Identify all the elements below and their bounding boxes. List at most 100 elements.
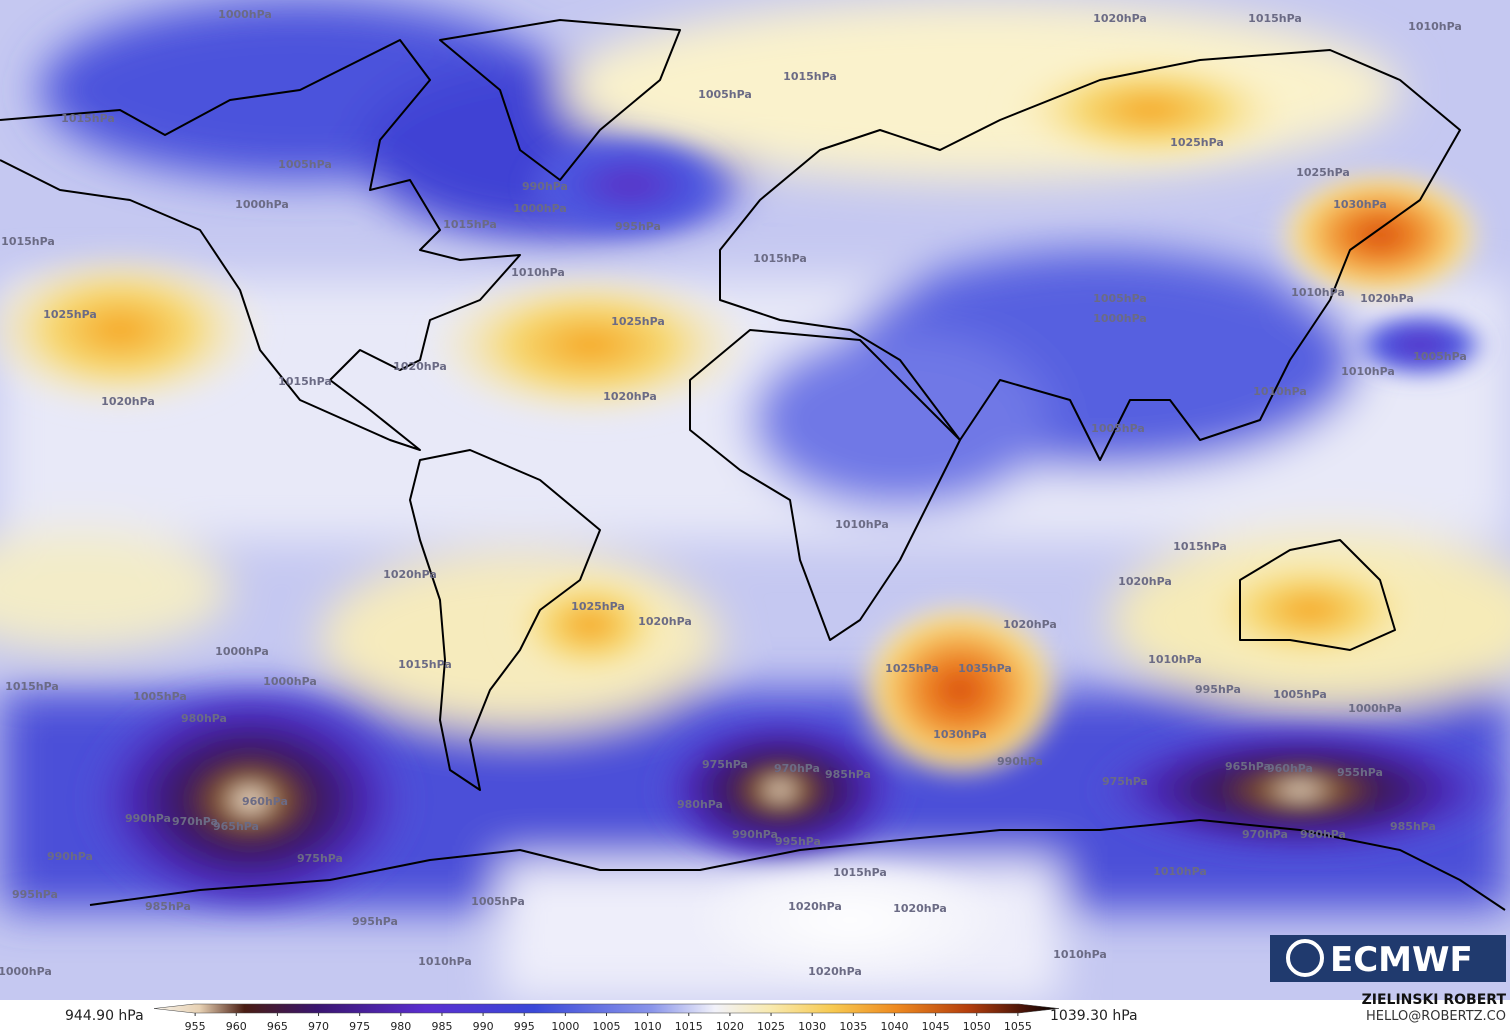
contour-label: 1020hPa bbox=[1003, 618, 1057, 631]
contour-label: 1010hPa bbox=[1408, 20, 1462, 33]
australia bbox=[1239, 539, 1396, 651]
contour-label: 1025hPa bbox=[43, 308, 97, 321]
contour-label: 1025hPa bbox=[885, 662, 939, 675]
logo-icon bbox=[1286, 939, 1324, 977]
colorbar-tick-label: 1055 bbox=[1004, 1020, 1032, 1033]
colorbar-tick-label: 1045 bbox=[922, 1020, 950, 1033]
contour-label: 1010hPa bbox=[1341, 365, 1395, 378]
colorbar: 944.90 hPa 1039.30 hPa 955 960 965 970 975 98… bbox=[65, 1003, 1138, 1033]
contour-label: 1010hPa bbox=[1253, 385, 1307, 398]
colorbar-tick-label: 1000 bbox=[551, 1020, 579, 1033]
logo-text: ECMWF bbox=[1330, 940, 1473, 980]
contour-label: 975hPa bbox=[702, 758, 748, 771]
contour-label: 980hPa bbox=[677, 798, 723, 811]
colorbar-tick-label: 980 bbox=[390, 1020, 411, 1033]
contour-label: 1000hPa bbox=[235, 198, 289, 211]
colorbar-tick-label: 1005 bbox=[593, 1020, 621, 1033]
contour-label: 1015hPa bbox=[278, 375, 332, 388]
contour-label: 1025hPa bbox=[611, 315, 665, 328]
colorbar-tick-label: 1050 bbox=[963, 1020, 991, 1033]
contour-label: 1010hPa bbox=[1153, 865, 1207, 878]
contour-label: 1015hPa bbox=[783, 70, 837, 83]
contour-label: 1020hPa bbox=[808, 965, 862, 978]
colorbar-tick-label: 965 bbox=[267, 1020, 288, 1033]
contour-label: 1020hPa bbox=[788, 900, 842, 913]
contour-label: 970hPa bbox=[1242, 828, 1288, 841]
contour-label: 1015hPa bbox=[833, 866, 887, 879]
colorbar-tick-label: 1015 bbox=[675, 1020, 703, 1033]
contour-label: 1020hPa bbox=[1360, 292, 1414, 305]
ecmwf-logo: ECMWF bbox=[1270, 935, 1506, 982]
contour-label: 1020hPa bbox=[893, 902, 947, 915]
contour-label: 1020hPa bbox=[1093, 12, 1147, 25]
colorbar-tick-label: 985 bbox=[431, 1020, 452, 1033]
contour-label: 1020hPa bbox=[638, 615, 692, 628]
colorbar-tick-label: 1025 bbox=[757, 1020, 785, 1033]
credit-name: ZIELINSKI ROBERT bbox=[1362, 992, 1507, 1008]
contour-label: 1025hPa bbox=[571, 600, 625, 613]
contour-label: 1005hPa bbox=[1273, 688, 1327, 701]
contour-label: 1010hPa bbox=[1291, 286, 1345, 299]
contour-label: 1025hPa bbox=[1170, 136, 1224, 149]
contour-label: 1005hPa bbox=[1091, 422, 1145, 435]
contour-label: 1015hPa bbox=[61, 112, 115, 125]
contour-label: 1030hPa bbox=[933, 728, 987, 741]
contour-label: 1010hPa bbox=[511, 266, 565, 279]
contour-label: 1015hPa bbox=[753, 252, 807, 265]
contour-label: 1020hPa bbox=[383, 568, 437, 581]
north-america bbox=[0, 39, 521, 451]
contour-label: 1005hPa bbox=[1093, 292, 1147, 305]
contour-label: 995hPa bbox=[1195, 683, 1241, 696]
contour-label: 1000hPa bbox=[513, 202, 567, 215]
antarctica bbox=[89, 819, 1506, 911]
contour-label: 1010hPa bbox=[1148, 653, 1202, 666]
contour-label: 1020hPa bbox=[1118, 575, 1172, 588]
contour-label: 970hPa bbox=[172, 815, 218, 828]
contour-label: 955hPa bbox=[1337, 766, 1383, 779]
colorbar-tick-label: 990 bbox=[473, 1020, 494, 1033]
contour-label: 1015hPa bbox=[443, 218, 497, 231]
colorbar-tick-label: 970 bbox=[308, 1020, 329, 1033]
contour-label: 1015hPa bbox=[398, 658, 452, 671]
contour-label: 980hPa bbox=[181, 712, 227, 725]
contour-label: 1035hPa bbox=[958, 662, 1012, 675]
colorbar-tick-label: 1010 bbox=[634, 1020, 662, 1033]
pressure-field bbox=[0, 0, 1510, 1000]
contour-label: 1005hPa bbox=[278, 158, 332, 171]
contour-labels: 1000hPa 1020hPa 1015hPa 1010hPa 1015hPa 1005h… bbox=[0, 8, 1467, 978]
contour-label: 1000hPa bbox=[215, 645, 269, 658]
contour-label: 975hPa bbox=[1102, 775, 1148, 788]
colorbar-tick-label: 955 bbox=[185, 1020, 206, 1033]
greenland bbox=[439, 19, 681, 181]
contour-label: 1020hPa bbox=[393, 360, 447, 373]
contour-label: 1000hPa bbox=[1348, 702, 1402, 715]
contour-label: 990hPa bbox=[997, 755, 1043, 768]
contour-label: 985hPa bbox=[1390, 820, 1436, 833]
contour-label: 995hPa bbox=[615, 220, 661, 233]
contour-label: 970hPa bbox=[774, 762, 820, 775]
coastlines bbox=[0, 19, 1506, 911]
contour-label: 1005hPa bbox=[1413, 350, 1467, 363]
contour-label: 990hPa bbox=[732, 828, 778, 841]
contour-label: 1020hPa bbox=[101, 395, 155, 408]
contour-label: 960hPa bbox=[242, 795, 288, 808]
africa bbox=[689, 329, 961, 641]
credit-email: HELLO@ROBERTZ.CO bbox=[1366, 1009, 1506, 1024]
colorbar-tick-label: 995 bbox=[514, 1020, 535, 1033]
contour-label: 1005hPa bbox=[698, 88, 752, 101]
contour-label: 1005hPa bbox=[471, 895, 525, 908]
colorbar-tick-label: 975 bbox=[349, 1020, 370, 1033]
colorbar-tick-label: 1020 bbox=[716, 1020, 744, 1033]
colorbar-tick-label: 1035 bbox=[839, 1020, 867, 1033]
contour-label: 1030hPa bbox=[1333, 198, 1387, 211]
colorbar-tick-label: 960 bbox=[226, 1020, 247, 1033]
contour-label: 980hPa bbox=[1300, 828, 1346, 841]
contour-label: 985hPa bbox=[825, 768, 871, 781]
south-america bbox=[409, 449, 601, 791]
contour-label: 1015hPa bbox=[1248, 12, 1302, 25]
contour-label: 1005hPa bbox=[133, 690, 187, 703]
max-label: 1039.30 hPa bbox=[1050, 1008, 1138, 1024]
contour-label: 1010hPa bbox=[418, 955, 472, 968]
contour-label: 990hPa bbox=[522, 180, 568, 193]
contour-label: 975hPa bbox=[297, 852, 343, 865]
